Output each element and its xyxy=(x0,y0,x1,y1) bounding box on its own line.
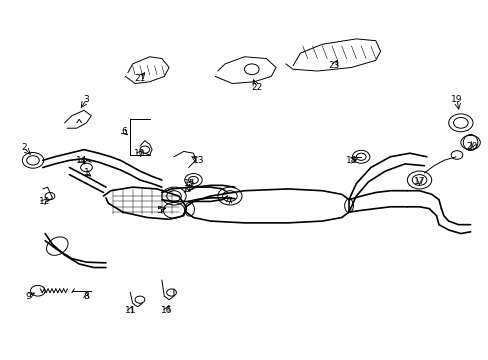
Text: 19: 19 xyxy=(450,95,462,104)
Text: 3: 3 xyxy=(83,95,89,104)
Text: 21: 21 xyxy=(134,74,145,83)
Text: 9: 9 xyxy=(25,292,31,301)
Text: 1: 1 xyxy=(83,168,89,177)
Text: 18: 18 xyxy=(345,156,357,165)
Text: 13: 13 xyxy=(192,156,203,165)
Text: 8: 8 xyxy=(83,292,89,301)
Text: 5: 5 xyxy=(156,206,162,215)
Text: 14: 14 xyxy=(76,156,87,165)
Text: 22: 22 xyxy=(250,83,262,92)
Text: 16: 16 xyxy=(161,306,172,315)
Text: 7: 7 xyxy=(225,197,231,206)
Text: 12: 12 xyxy=(39,197,50,206)
Text: 17: 17 xyxy=(413,177,425,186)
Text: 6: 6 xyxy=(121,127,126,136)
Text: 10: 10 xyxy=(134,149,145,158)
Text: 4: 4 xyxy=(185,184,191,193)
Text: 11: 11 xyxy=(124,306,136,315)
Text: 20: 20 xyxy=(466,141,477,150)
Text: 15: 15 xyxy=(184,179,195,188)
Text: 2: 2 xyxy=(21,143,26,152)
Text: 23: 23 xyxy=(328,61,340,70)
